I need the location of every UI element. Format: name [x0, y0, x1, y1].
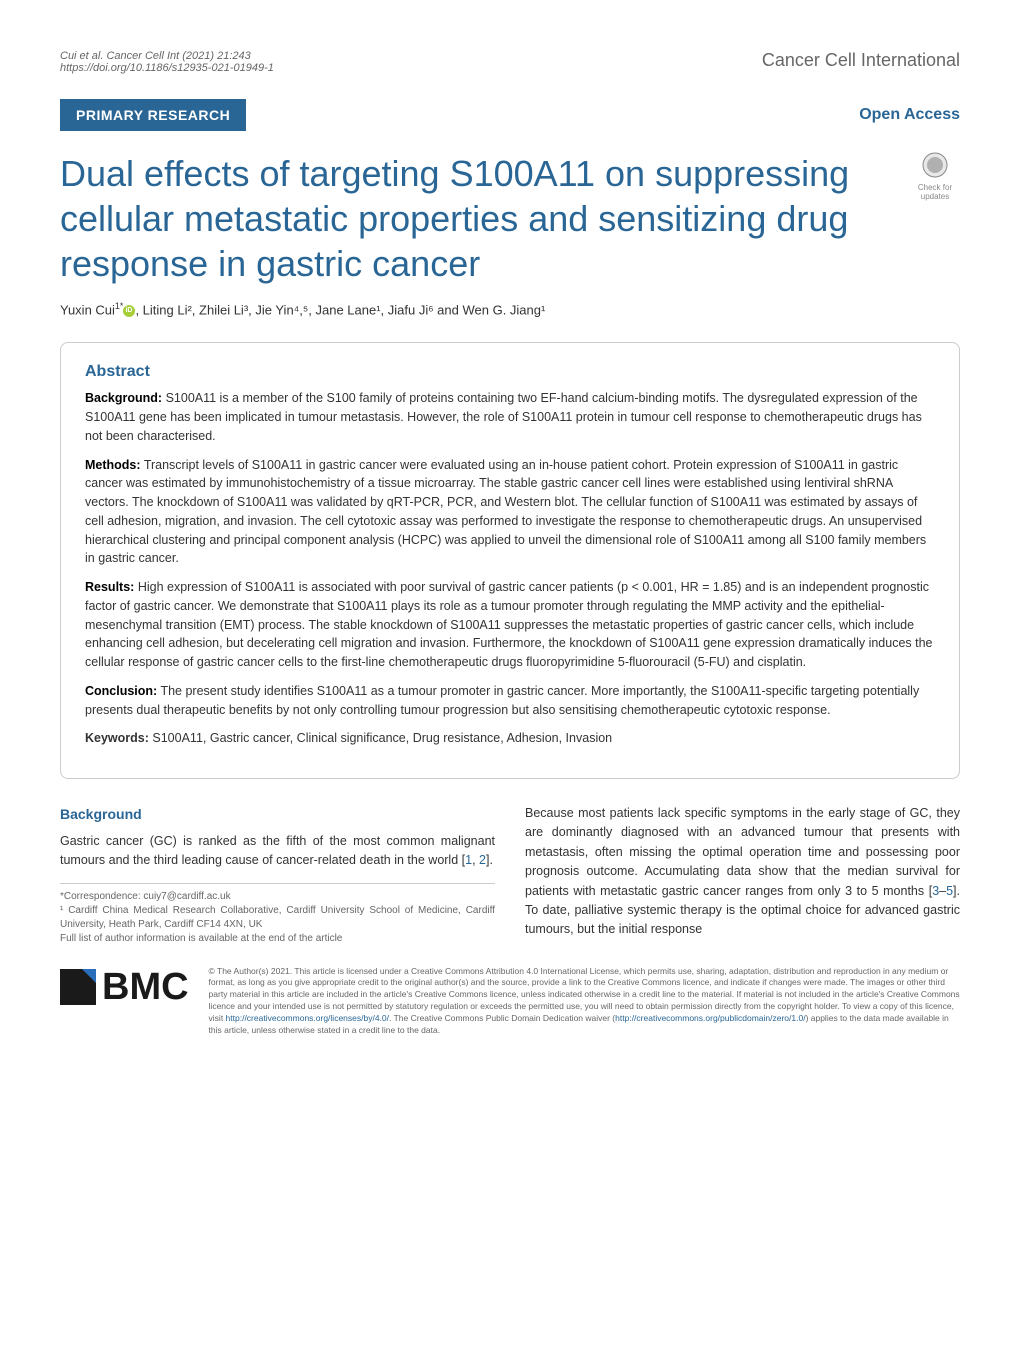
bmc-square-icon: [60, 969, 96, 1005]
left-column: Background Gastric cancer (GC) is ranked…: [60, 804, 495, 945]
check-updates-text: Check for updates: [910, 183, 960, 201]
bg-p1-end: ].: [486, 853, 493, 867]
doi-text: https://doi.org/10.1186/s12935-021-01949…: [60, 62, 274, 74]
check-updates-icon: [921, 151, 949, 179]
affiliation-1: ¹ Cardiff China Medical Research Collabo…: [60, 904, 495, 932]
license-text: © The Author(s) 2021. This article is li…: [209, 966, 960, 1037]
abstract-conclusion: Conclusion: The present study identifies…: [85, 682, 935, 720]
ref-link-2[interactable]: 2: [479, 853, 486, 867]
abstract-conclusion-text: The present study identifies S100A11 as …: [85, 684, 919, 717]
author-first-affil: 1*: [115, 301, 124, 311]
page-container: Cui et al. Cancer Cell Int (2021) 21:243…: [0, 0, 1020, 1067]
citation-block: Cui et al. Cancer Cell Int (2021) 21:243…: [60, 50, 274, 74]
correspondence-line: *Correspondence: cuiy7@cardiff.ac.uk: [60, 890, 495, 904]
author-list: Yuxin Cui1* , Liting Li², Zhilei Li³, Jie…: [60, 301, 960, 317]
background-paragraph-1: Gastric cancer (GC) is ranked as the fif…: [60, 832, 495, 871]
body-columns: Background Gastric cancer (GC) is ranked…: [60, 804, 960, 945]
ref-sep: ,: [472, 853, 479, 867]
license-link-1[interactable]: http://creativecommons.org/licenses/by/4…: [226, 1013, 389, 1023]
abstract-conclusion-label: Conclusion:: [85, 684, 157, 698]
article-category-label: PRIMARY RESEARCH: [60, 99, 246, 131]
bmc-text: BMC: [102, 966, 189, 1009]
abstract-methods: Methods: Transcript levels of S100A11 in…: [85, 456, 935, 569]
abstract-heading: Abstract: [85, 363, 935, 381]
bg-p1-text: Gastric cancer (GC) is ranked as the fif…: [60, 834, 495, 867]
abstract-keywords-label: Keywords:: [85, 731, 149, 745]
category-bar: PRIMARY RESEARCH Open Access: [60, 99, 960, 131]
abstract-methods-label: Methods:: [85, 458, 141, 472]
right-column: Because most patients lack specific symp…: [525, 804, 960, 945]
abstract-results-label: Results:: [85, 580, 134, 594]
full-author-info-note: Full list of author information is avail…: [60, 932, 495, 946]
background-heading: Background: [60, 804, 495, 826]
abstract-background-label: Background:: [85, 391, 162, 405]
check-updates-badge[interactable]: Check for updates: [910, 151, 960, 201]
bmc-logo: BMC: [60, 966, 189, 1009]
authors-rest: , Liting Li², Zhilei Li³, Jie Yin⁴,⁵, Ja…: [135, 302, 545, 317]
abstract-background-text: S100A11 is a member of the S100 family o…: [85, 391, 922, 443]
open-access-label: Open Access: [859, 106, 960, 124]
title-row: Dual effects of targeting S100A11 on sup…: [60, 151, 960, 286]
abstract-results: Results: High expression of S100A11 is a…: [85, 578, 935, 672]
right-col-paragraph: Because most patients lack specific symp…: [525, 804, 960, 940]
license-mid: . The Creative Commons Public Domain Ded…: [389, 1013, 615, 1023]
abstract-methods-text: Transcript levels of S100A11 in gastric …: [85, 458, 926, 566]
article-title: Dual effects of targeting S100A11 on sup…: [60, 151, 890, 286]
journal-name: Cancer Cell International: [762, 50, 960, 74]
abstract-results-text: High expression of S100A11 is associated…: [85, 580, 933, 669]
abstract-background: Background: S100A11 is a member of the S…: [85, 389, 935, 445]
citation-text: Cui et al. Cancer Cell Int (2021) 21:243: [60, 50, 274, 62]
footer-bar: BMC © The Author(s) 2021. This article i…: [60, 966, 960, 1037]
abstract-box: Abstract Background: S100A11 is a member…: [60, 342, 960, 779]
col2-p1-text: Because most patients lack specific symp…: [525, 806, 960, 898]
ref-link-5[interactable]: 5: [946, 884, 953, 898]
top-meta-bar: Cui et al. Cancer Cell Int (2021) 21:243…: [60, 50, 960, 74]
footnote-block: *Correspondence: cuiy7@cardiff.ac.uk ¹ C…: [60, 883, 495, 946]
abstract-keywords: Keywords: S100A11, Gastric cancer, Clini…: [85, 729, 935, 748]
orcid-icon[interactable]: [123, 305, 135, 317]
license-link-2[interactable]: http://creativecommons.org/publicdomain/…: [615, 1013, 805, 1023]
author-first: Yuxin Cui: [60, 302, 115, 317]
abstract-keywords-text: S100A11, Gastric cancer, Clinical signif…: [152, 731, 612, 745]
